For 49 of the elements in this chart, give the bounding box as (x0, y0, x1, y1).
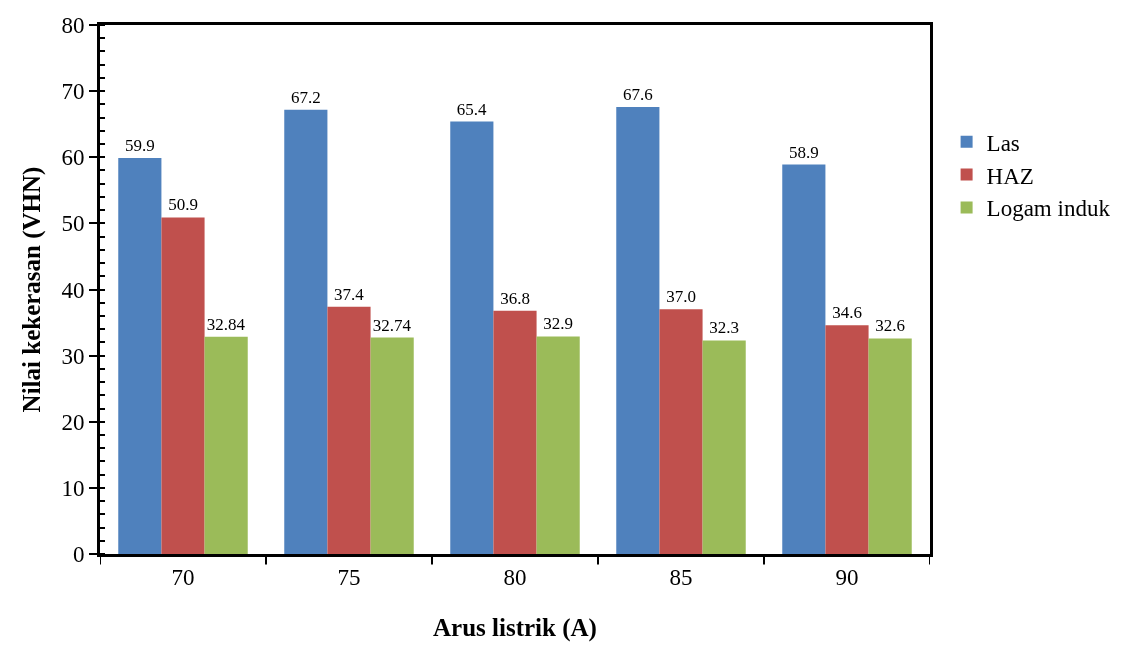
x-tick-label: 70 (171, 564, 195, 590)
x-tick-label: 80 (503, 564, 527, 590)
bar (782, 164, 826, 554)
legend-label: HAZ (986, 163, 1034, 189)
bar (825, 325, 869, 554)
bar (370, 337, 414, 554)
y-tick-label: 50 (61, 211, 85, 237)
data-label: 32.9 (543, 314, 574, 334)
y-tick-label: 10 (61, 475, 85, 501)
y-tick-label: 40 (61, 277, 85, 303)
data-label: 32.3 (709, 318, 740, 338)
data-label: 34.6 (832, 303, 862, 323)
legend-label: Logam induk (986, 196, 1111, 222)
bar (868, 338, 912, 554)
bar (493, 310, 537, 554)
y-tick-label: 80 (61, 13, 85, 39)
data-label: 37.4 (333, 284, 365, 304)
bar (327, 306, 371, 554)
data-label: 37.0 (666, 287, 696, 307)
x-tick-label: 90 (835, 564, 859, 590)
bar (702, 340, 746, 554)
data-label: 50.9 (168, 195, 198, 215)
bar (616, 107, 660, 554)
bar (536, 336, 580, 554)
bar (161, 217, 205, 554)
data-label: 36.8 (500, 288, 530, 308)
data-label: 32.84 (206, 314, 246, 334)
data-label: 59.9 (124, 135, 155, 155)
x-axis-title: Arus listrik (A) (433, 613, 597, 642)
y-tick-label: 30 (61, 343, 85, 369)
x-tick-label: 85 (669, 564, 693, 590)
bar (450, 121, 494, 554)
y-tick-label: 0 (72, 542, 85, 568)
data-label: 32.6 (875, 316, 906, 336)
bar (659, 309, 703, 554)
data-label: 67.2 (290, 87, 321, 107)
bar (284, 109, 328, 554)
bar (118, 157, 162, 554)
legend-label: Las (986, 130, 1020, 156)
data-label: 67.6 (622, 85, 653, 104)
data-label: 65.4 (456, 99, 487, 119)
y-tick-label: 20 (61, 409, 85, 435)
y-axis-title: Nilai kekerasan (VHN) (18, 166, 47, 413)
data-label: 32.74 (372, 315, 412, 335)
data-label: 58.9 (788, 142, 819, 162)
y-tick-label: 70 (61, 79, 85, 105)
bar (204, 336, 248, 554)
y-tick-label: 60 (61, 145, 85, 171)
x-tick-label: 75 (337, 564, 361, 590)
